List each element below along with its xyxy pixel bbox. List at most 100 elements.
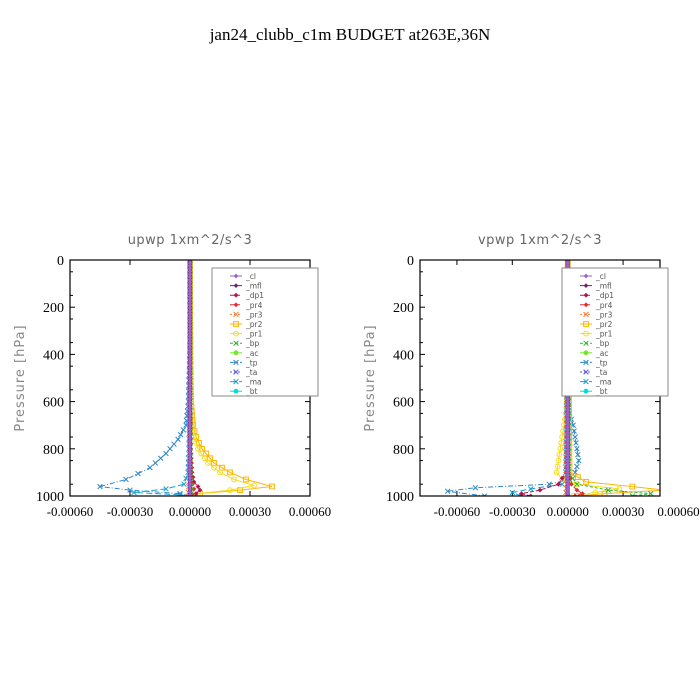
series-point-cl <box>187 478 193 484</box>
series-point-cl <box>187 484 193 489</box>
series-point-pr1 <box>555 457 562 464</box>
series-point-pr4 <box>568 481 574 487</box>
legend-swatch-marker <box>583 321 589 327</box>
series-point-cl <box>187 387 193 393</box>
series-point-cl <box>187 294 193 300</box>
legend-swatch-marker <box>583 388 589 394</box>
series-point-pr2 <box>196 440 202 446</box>
legend-swatch-marker <box>583 273 589 279</box>
legend-label: _pr2 <box>245 320 263 329</box>
series-point-cl <box>187 280 193 286</box>
series-point-dp1 <box>197 487 203 493</box>
series-point-cl <box>187 348 193 354</box>
x-tick-label: 0.00060 <box>289 504 331 519</box>
legend-label: _bt <box>595 387 608 396</box>
legend-swatch-marker <box>233 302 239 308</box>
series-point-bp <box>570 475 576 482</box>
series-point-tp <box>127 487 133 493</box>
x-tick-label: -0.00060 <box>434 504 481 519</box>
series-point-cl <box>565 481 571 487</box>
series-point-cl <box>187 481 193 487</box>
legend-label: _bp <box>595 339 610 348</box>
series-group <box>97 260 275 496</box>
series-line-tp <box>99 260 191 496</box>
legend-swatch-marker <box>233 359 239 366</box>
series-point-pr1 <box>574 481 580 488</box>
series-point-pr1 <box>231 476 237 483</box>
series-point-cl <box>565 427 571 433</box>
series-point-tp <box>123 476 129 483</box>
series-point-cl <box>187 334 193 339</box>
series-point-cl <box>565 407 571 413</box>
series-point-bp <box>574 481 580 487</box>
series-point-cl <box>187 475 193 481</box>
chart-title: upwp 1xm^2/s^3 <box>128 233 253 248</box>
series-point-tp <box>177 490 183 496</box>
series-point-ma <box>131 489 137 496</box>
series-point-cl <box>187 464 193 470</box>
series-point-tp <box>135 470 141 477</box>
series-point-cl <box>187 385 193 390</box>
legend-box <box>211 267 319 397</box>
y-tick-label: 800 <box>393 443 414 458</box>
series-point-cl <box>187 396 193 402</box>
series-point-cl <box>187 379 193 385</box>
series-point-cl <box>187 277 193 283</box>
series-point-cl <box>565 447 571 453</box>
series-point-cl <box>565 450 571 455</box>
x-tick-label: 0.00060 <box>657 504 699 519</box>
series-point-cl <box>187 370 193 376</box>
series-point-cl <box>187 444 193 450</box>
series-point-cl <box>565 486 571 492</box>
series-point-tp <box>572 434 578 440</box>
legend-label: _ac <box>595 349 608 358</box>
series-point-cl <box>565 416 571 421</box>
series-point-cl <box>565 472 571 478</box>
series-point-dp1 <box>537 487 543 493</box>
legend-swatch-marker <box>233 292 239 298</box>
series-point-cl <box>187 424 193 430</box>
series-point-cl <box>187 410 193 416</box>
series-point-cl <box>187 399 193 404</box>
series-point-pr1 <box>554 463 561 470</box>
series-point-cl <box>187 268 193 274</box>
series-point-tp <box>157 455 164 461</box>
series-point-cl <box>187 291 193 297</box>
legend-label: _ta <box>245 368 257 377</box>
series-point-ma <box>163 486 169 492</box>
series-point-cl <box>187 368 193 373</box>
series-point-tp <box>171 441 177 447</box>
series-point-cl <box>565 453 571 458</box>
series-point-cl <box>187 450 193 455</box>
series-point-dp1 <box>519 491 524 496</box>
x-tick-label: 0.00000 <box>169 504 211 519</box>
series-point-pr1 <box>193 440 199 446</box>
series-point-cl <box>187 317 193 322</box>
series-point-cl <box>187 283 193 288</box>
x-tick-label: 0.00030 <box>229 504 271 519</box>
series-point-cl <box>565 402 571 407</box>
series-point-pr4 <box>580 491 585 496</box>
series-point-cl <box>565 433 571 438</box>
series-point-cl <box>565 263 571 269</box>
series-point-cl <box>565 467 571 472</box>
legend: _cl_mfl_dp1_pr4_pr3_pr2_pr1_bp_ac_tp_ta_… <box>211 267 319 397</box>
legend-label: _pr3 <box>245 310 263 319</box>
series-point-cl <box>187 390 193 396</box>
legend-label: _cl <box>245 272 256 281</box>
legend-swatch-marker <box>583 369 589 375</box>
series-point-pr1 <box>205 460 211 466</box>
legend-swatch-marker <box>583 283 589 288</box>
series-point-cl <box>187 455 193 461</box>
legend-swatch-marker <box>583 340 589 346</box>
legend-label: _pr1 <box>595 330 613 339</box>
series-point-pr2 <box>207 455 213 462</box>
series-point-pr1 <box>198 450 205 457</box>
x-tick-label: 0.00000 <box>547 504 589 519</box>
legend-swatch-marker <box>233 311 239 318</box>
x-tick-label: -0.00030 <box>489 504 536 519</box>
series-point-cl <box>565 424 571 430</box>
series-point-pr2 <box>661 488 666 493</box>
series-point-pr2 <box>574 493 580 496</box>
series-point-cl <box>187 314 193 320</box>
